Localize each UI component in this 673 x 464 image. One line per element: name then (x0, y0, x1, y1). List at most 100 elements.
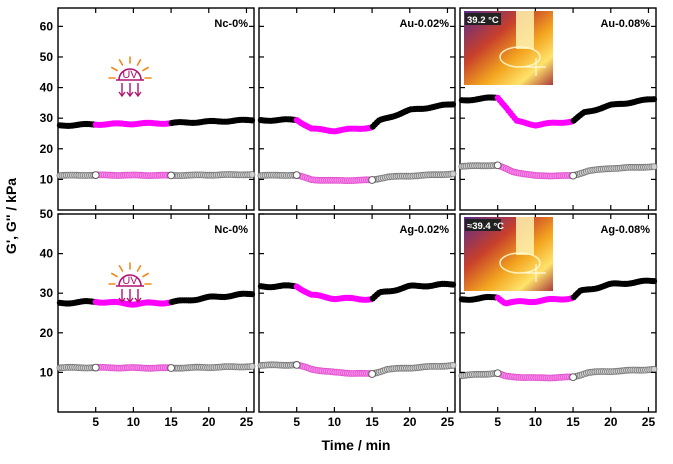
y-tick-label: 10 (40, 365, 54, 379)
loss-modulus-point (248, 362, 256, 370)
y-tick-label: 50 (40, 50, 54, 64)
uv-ray (111, 66, 118, 72)
panel-2: Au-0.02% (257, 7, 457, 211)
thermal-beaker (499, 46, 541, 68)
uv-ray (136, 59, 142, 66)
loss-modulus-point (650, 163, 658, 171)
x-tick-label: 15 (566, 415, 580, 429)
storage-modulus-point (650, 278, 658, 285)
x-tick-label: 25 (441, 415, 455, 429)
loss-modulus-point (650, 365, 658, 373)
x-tick-label: 10 (328, 415, 342, 429)
uv-arrowhead (134, 91, 142, 98)
uv-transition-marker (167, 171, 175, 180)
panel-label: Nc-0% (214, 224, 248, 236)
panel-frame (57, 213, 255, 413)
uv-transition-marker (569, 373, 577, 382)
uv-lamp-shape (118, 274, 142, 287)
x-tick-label: 10 (127, 415, 141, 429)
panel-3: Au-0.08% 39.2 °C (458, 7, 658, 211)
storage-modulus-point (248, 117, 256, 124)
y-tick-label: 50 (40, 207, 54, 221)
uv-transition-marker (493, 161, 502, 170)
uv-transition-marker (292, 361, 301, 369)
thermal-hotspot (516, 11, 534, 49)
temp-readout-bg (465, 13, 501, 25)
thermal-hotspot (516, 217, 534, 255)
x-tick-label: 10 (529, 415, 543, 429)
panel-label: Au-0.02% (399, 18, 449, 30)
panel-label: Nc-0% (214, 18, 248, 30)
storage-modulus-point (449, 281, 457, 288)
uv-ray (118, 59, 124, 66)
thermal-image-inset: ≈39.4 °C (464, 217, 553, 291)
uv-text: UV (122, 275, 138, 287)
panel-frame (57, 7, 255, 211)
uv-lamp-shape (118, 68, 142, 81)
uv-transition-marker (368, 176, 376, 184)
y-tick-label: 20 (40, 142, 54, 156)
panel-frame (459, 7, 657, 211)
panel-4: 10 20 30 40 50 5 10 15 20 25 Nc-0% UV (40, 207, 256, 429)
uv-arrowhead (118, 91, 126, 98)
panel-frame (459, 213, 657, 413)
x-tick-label: 5 (494, 415, 501, 429)
panel-frame (258, 213, 456, 413)
uv-arrowhead (126, 297, 134, 304)
thermal-beaker (499, 252, 541, 274)
uv-ray (111, 272, 118, 278)
temperature-readout: 39.2 °C (467, 15, 499, 26)
uv-transition-marker (569, 171, 577, 180)
x-tick-label: 25 (240, 415, 254, 429)
panel-label: Ag-0.02% (399, 224, 449, 236)
uv-transition-marker (167, 364, 175, 372)
y-tick-label: 60 (40, 19, 54, 33)
temp-readout-bg (465, 219, 501, 231)
y-tick-label: 40 (40, 81, 54, 95)
x-tick-label: 5 (92, 415, 99, 429)
uv-arrowhead (126, 91, 134, 98)
y-axis-title: G', G'' / kPa (3, 178, 19, 254)
x-tick-label: 25 (642, 415, 656, 429)
uv-ray (142, 66, 149, 72)
loss-modulus-point (449, 361, 457, 369)
uv-arrowhead (134, 297, 142, 304)
y-tick-label: 30 (40, 286, 54, 300)
uv-transition-marker (368, 370, 376, 378)
y-tick-label: 30 (40, 111, 54, 125)
thermal-image-inset: 39.2 °C (464, 11, 553, 85)
uv-ray (136, 265, 142, 272)
y-tick-label: 10 (40, 172, 54, 186)
panel-label: Ag-0.08% (600, 224, 650, 236)
temperature-readout: ≈39.4 °C (467, 221, 504, 232)
y-tick-label: 20 (40, 326, 54, 340)
storage-modulus-point (248, 291, 256, 298)
uv-transition-marker (292, 171, 301, 179)
uv-arrowhead (118, 297, 126, 304)
loss-modulus-point (248, 171, 256, 178)
panel-1: 10 20 30 40 50 60 Nc-0% UV (40, 7, 256, 211)
panel-6: 5 10 15 20 25 Ag-0.08% ≈39.4 °C (458, 213, 658, 429)
x-tick-label: 15 (164, 415, 178, 429)
uv-transition-marker (91, 171, 100, 179)
uv-lamp-icon: UV (108, 56, 152, 98)
uv-ray (118, 265, 124, 272)
y-tick-label: 40 (40, 247, 54, 261)
x-tick-label: 15 (365, 415, 379, 429)
x-tick-label: 20 (202, 415, 216, 429)
uv-lamp-icon: UV (108, 262, 152, 304)
panel-label: Au-0.08% (600, 18, 650, 30)
panel-frame (258, 7, 456, 211)
x-tick-label: 20 (604, 415, 618, 429)
x-tick-label: 5 (293, 415, 300, 429)
loss-modulus-point (449, 170, 457, 178)
uv-text: UV (122, 69, 138, 81)
x-axis-title: Time / min (322, 437, 391, 453)
x-tick-label: 20 (403, 415, 417, 429)
storage-modulus-point (650, 96, 658, 103)
storage-modulus-point (449, 101, 457, 108)
uv-ray (142, 272, 149, 278)
uv-transition-marker (91, 363, 100, 372)
panel-5: 5 10 15 20 25 Ag-0.02% (257, 213, 457, 429)
